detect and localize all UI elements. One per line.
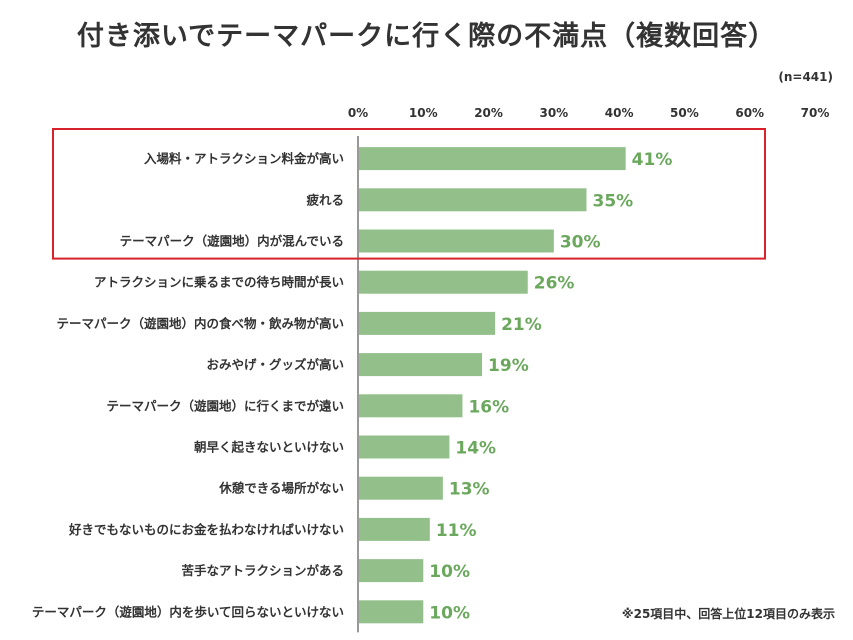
bar xyxy=(359,229,554,253)
category-label: 苦手なアトラクションがある xyxy=(181,563,344,578)
value-label: 13% xyxy=(449,480,490,500)
value-label: 26% xyxy=(534,274,575,294)
bar xyxy=(359,188,587,212)
value-label: 10% xyxy=(429,562,470,582)
bar xyxy=(359,559,424,583)
x-tick-label: 40% xyxy=(605,106,634,120)
value-label: 19% xyxy=(488,356,529,376)
x-tick-label: 50% xyxy=(670,106,699,120)
x-tick-label: 70% xyxy=(801,106,830,120)
category-label: テーマパーク（遊園地）内を歩いて回らないといけない xyxy=(32,604,344,619)
x-tick-label: 0% xyxy=(348,106,368,120)
bar xyxy=(359,353,483,377)
category-label: 疲れる xyxy=(306,192,344,207)
value-label: 35% xyxy=(593,191,634,211)
bar xyxy=(359,394,463,418)
value-label: 16% xyxy=(468,397,509,417)
category-label: 入場料・アトラクション料金が高い xyxy=(144,151,344,166)
category-label: アトラクションに乗るまでの待ち時間が長い xyxy=(94,275,344,290)
x-tick-label: 20% xyxy=(474,106,503,120)
bar xyxy=(359,600,424,624)
x-tick-label: 60% xyxy=(735,106,764,120)
category-label: 朝早く起きないといけない xyxy=(194,440,344,455)
sample-size-label: (n=441) xyxy=(778,70,833,84)
x-tick-label: 30% xyxy=(539,106,568,120)
value-label: 11% xyxy=(436,521,477,541)
footnote: ※25項目中、回答上位12項目のみ表示 xyxy=(621,607,835,621)
category-label: おみやげ・グッズが高い xyxy=(206,357,344,372)
value-label: 21% xyxy=(501,315,542,335)
category-label: 好きでもないものにお金を払わなければいけない xyxy=(68,522,344,537)
bar xyxy=(359,517,430,541)
bar xyxy=(359,147,626,171)
bar xyxy=(359,270,528,294)
bar xyxy=(359,311,496,335)
highlight-box xyxy=(52,128,766,260)
value-label: 41% xyxy=(632,150,673,170)
bar xyxy=(359,435,450,459)
category-label: テーマパーク（遊園地）内の食べ物・飲み物が高い xyxy=(56,316,344,331)
category-label: 休憩できる場所がない xyxy=(218,481,344,496)
value-label: 30% xyxy=(560,233,601,253)
x-tick-label: 10% xyxy=(409,106,438,120)
category-label: テーマパーク（遊園地）に行くまでが遠い xyxy=(106,398,344,413)
category-label: テーマパーク（遊園地）内が混んでいる xyxy=(120,234,344,249)
bar xyxy=(359,476,443,500)
value-label: 10% xyxy=(429,603,470,623)
value-label: 14% xyxy=(455,439,496,459)
chart-title: 付き添いでテーマパークに行く際の不満点（複数回答） xyxy=(76,21,777,52)
